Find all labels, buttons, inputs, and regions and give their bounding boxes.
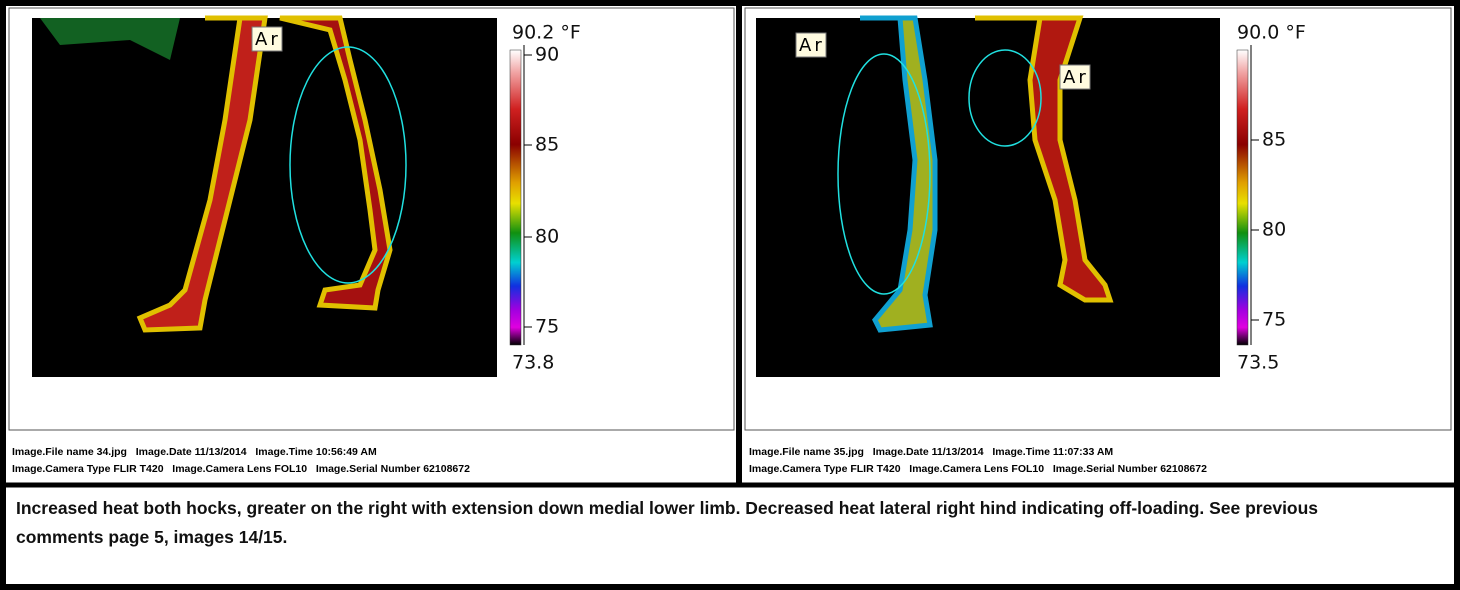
colorbar-ticks <box>523 45 1259 345</box>
image-metadata: Image.File name 34.jpg Image.Date 11/13/… <box>12 446 377 458</box>
colorbar <box>509 49 522 346</box>
scale-tick: 85 <box>1262 129 1286 151</box>
scale-tick: 75 <box>1262 309 1286 331</box>
image-metadata: Image.Camera Type FLIR T420 Image.Camera… <box>12 463 470 475</box>
label-box <box>795 32 827 58</box>
label-box <box>1059 64 1091 90</box>
scale-tick: 75 <box>535 316 559 338</box>
thermal-image <box>756 15 1220 377</box>
panel-box <box>8 7 735 431</box>
scale-tick: 80 <box>535 226 559 248</box>
caption: Increased heat both hocks, greater on th… <box>16 498 1319 547</box>
area-label: Ar1 <box>255 29 295 50</box>
colorbar <box>1236 49 1249 346</box>
scale-min: 73.8 <box>512 352 554 374</box>
image-metadata: Image.Camera Type FLIR T420 Image.Camera… <box>749 463 1207 475</box>
scale-tick: 90 <box>535 44 559 66</box>
scale-max: 90.0 °F <box>1237 22 1306 44</box>
scale-max: 90.2 °F <box>512 22 581 44</box>
scale-min: 73.5 <box>1237 352 1279 374</box>
scale-tick: 85 <box>535 134 559 156</box>
area-label: Ar <box>1063 67 1089 88</box>
image-metadata: Image.File name 35.jpg Image.Date 11/13/… <box>749 446 1113 458</box>
label-box <box>251 26 283 52</box>
thermal-image <box>32 15 497 377</box>
area-label: Ar <box>799 35 825 56</box>
panel-box <box>744 7 1452 431</box>
scale-tick: 80 <box>1262 219 1286 241</box>
